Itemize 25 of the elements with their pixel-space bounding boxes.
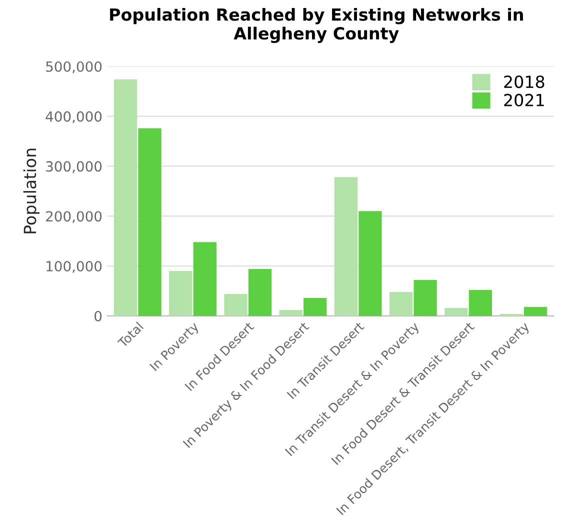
bar (138, 128, 162, 316)
bar (358, 211, 382, 316)
y-tick-label: 400,000 (46, 111, 102, 124)
bar (524, 306, 548, 316)
y-tick-label: 0 (94, 310, 102, 322)
bar (304, 298, 327, 316)
y-tick-label: 100,000 (46, 261, 102, 273)
bar (468, 290, 492, 316)
legend-label: 2021 (504, 94, 544, 106)
bar (193, 242, 216, 316)
bar (444, 308, 468, 316)
bar (114, 79, 138, 316)
legend-label: 2018 (504, 76, 544, 88)
chart-title: Population Reached by Existing Networks in Allegheny County (110, 8, 523, 44)
bar (248, 269, 272, 316)
y-tick-label: 300,000 (46, 161, 102, 174)
bar (389, 292, 413, 316)
bar (414, 280, 437, 316)
bar (169, 271, 192, 316)
y-tick-label: 500,000 (46, 61, 102, 74)
bar (224, 294, 248, 316)
bar (279, 310, 302, 316)
y-axis-title: Population (23, 148, 40, 234)
bar (334, 177, 358, 316)
y-tick-label: 200,000 (46, 211, 102, 224)
